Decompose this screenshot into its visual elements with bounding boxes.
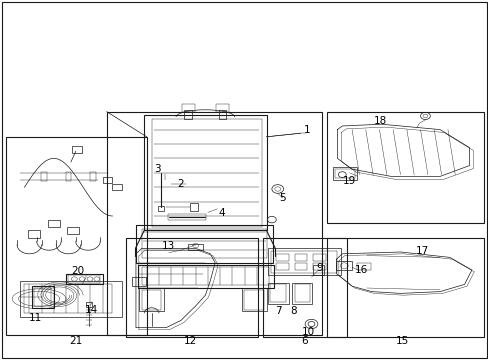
Bar (67, 227, 79, 234)
Bar (136, 225, 272, 263)
Text: 1: 1 (303, 125, 310, 135)
Bar (294, 263, 306, 270)
Bar (41, 172, 47, 181)
Bar (20, 281, 122, 317)
Text: 2: 2 (177, 179, 184, 189)
Bar (216, 104, 228, 112)
Bar (336, 261, 351, 270)
Bar (184, 110, 192, 119)
Bar (68, 275, 100, 283)
Bar (326, 112, 483, 223)
Bar (313, 254, 325, 261)
Bar (142, 290, 161, 310)
Text: 17: 17 (414, 246, 428, 256)
Bar (139, 288, 163, 311)
Bar (276, 254, 288, 261)
Bar (267, 248, 341, 275)
Bar (112, 184, 122, 190)
Bar (244, 290, 264, 310)
Text: 10: 10 (301, 327, 314, 337)
Bar (24, 284, 112, 313)
Bar (28, 230, 40, 238)
Text: 11: 11 (29, 312, 42, 323)
Bar (65, 172, 71, 181)
Text: 5: 5 (279, 193, 285, 203)
Text: 20: 20 (72, 266, 84, 276)
Bar (276, 263, 288, 270)
Bar (158, 206, 164, 211)
Bar (138, 265, 273, 288)
Bar (270, 284, 285, 302)
Bar (356, 263, 370, 270)
Bar (102, 177, 112, 183)
Bar (32, 286, 54, 308)
Text: 21: 21 (69, 336, 82, 346)
Bar (6, 137, 146, 335)
Bar (188, 244, 203, 250)
Bar (242, 288, 266, 311)
Text: 8: 8 (289, 306, 296, 316)
Bar (326, 238, 483, 337)
Bar (312, 265, 324, 275)
Bar (294, 254, 306, 261)
Bar (48, 220, 60, 227)
Bar (182, 104, 194, 112)
Bar (142, 229, 266, 258)
Text: 3: 3 (154, 164, 161, 174)
Text: 15: 15 (395, 336, 408, 346)
Bar (85, 302, 92, 307)
Bar (151, 119, 261, 227)
Bar (313, 263, 325, 270)
Text: 16: 16 (354, 265, 368, 275)
Bar (271, 251, 337, 273)
Bar (292, 283, 311, 304)
Bar (168, 214, 206, 220)
Bar (132, 277, 145, 286)
Bar (106, 112, 321, 335)
Bar (90, 172, 96, 181)
Bar (294, 284, 309, 302)
Text: 9: 9 (315, 263, 322, 273)
Text: 19: 19 (342, 176, 355, 186)
Text: 18: 18 (373, 116, 386, 126)
Text: 13: 13 (161, 240, 175, 251)
Text: 14: 14 (85, 305, 99, 315)
Bar (126, 238, 258, 337)
Bar (34, 288, 51, 306)
Bar (334, 169, 354, 178)
Text: 7: 7 (275, 306, 282, 316)
Bar (218, 110, 226, 119)
Bar (72, 146, 82, 153)
Bar (189, 203, 198, 211)
Text: 12: 12 (183, 336, 197, 346)
Bar (267, 283, 288, 304)
Text: 4: 4 (218, 208, 224, 218)
Bar (144, 115, 266, 230)
Bar (142, 267, 268, 285)
Text: 6: 6 (300, 336, 307, 346)
Bar (66, 274, 102, 284)
Bar (262, 238, 346, 337)
Bar (332, 167, 356, 180)
